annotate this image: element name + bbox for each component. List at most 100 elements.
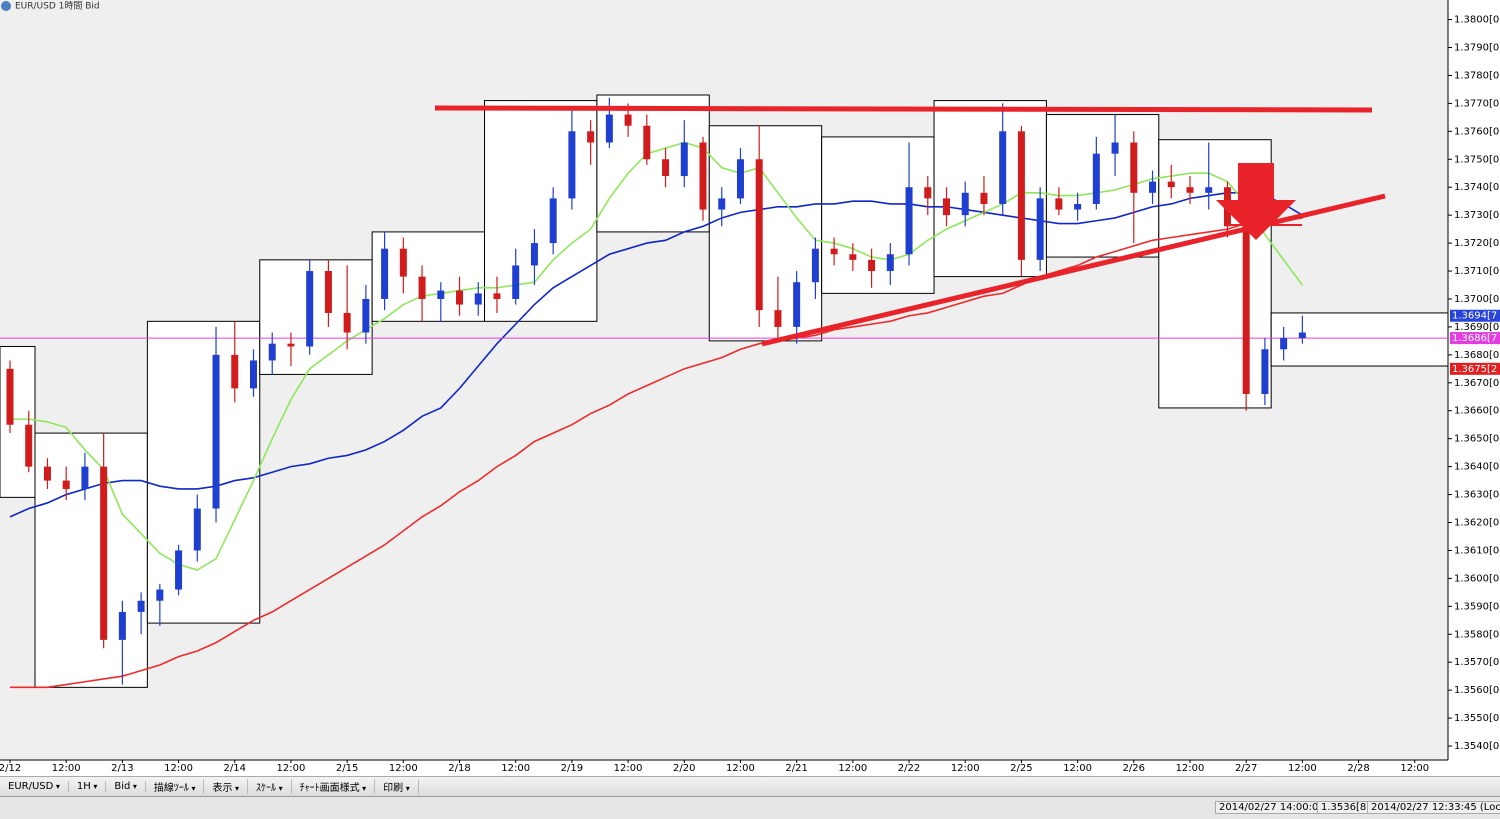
candle-body	[643, 125, 651, 160]
candle-body	[736, 159, 744, 199]
candle-body	[662, 159, 670, 177]
candle-body	[1261, 349, 1269, 394]
y-tick-label: 1.3620[0]	[1454, 518, 1500, 529]
candle-body	[924, 187, 932, 199]
annotations	[434, 105, 1386, 347]
y-tick-label: 1.3690[0]	[1454, 322, 1500, 333]
candle-body	[1280, 338, 1288, 350]
candle-body	[324, 271, 332, 313]
x-tick-label: 2/18	[448, 763, 470, 774]
candle-body	[943, 198, 950, 216]
toolbar: EUR/USD 1H Bid 描線ﾂｰﾙ 表示 ｽｹｰﾙ ﾁｬｰﾄ画面様式 印刷	[0, 776, 1500, 796]
trend-line	[761, 193, 1386, 347]
candle-body	[62, 480, 70, 489]
y-tick-label: 1.3710[0]	[1454, 266, 1500, 277]
candle-body	[849, 254, 857, 260]
candle-body	[156, 589, 164, 601]
day-box	[1270, 312, 1449, 367]
y-tick-label: 1.3740[0]	[1454, 182, 1500, 193]
x-tick-label: 2/25	[1010, 763, 1032, 774]
x-tick-label: 12:00	[1063, 763, 1092, 774]
x-tick-label: 12:00	[277, 763, 306, 774]
y-tick-label: 1.3720[0]	[1454, 238, 1500, 249]
print-menu[interactable]: 印刷	[375, 779, 419, 794]
y-tick-label: 1.3590[0]	[1454, 601, 1500, 612]
candle-body	[175, 550, 183, 590]
y-tick-label: 1.3730[0]	[1454, 210, 1500, 221]
candle-body	[362, 298, 370, 333]
candle-body	[1205, 187, 1213, 193]
drawing-tools-menu[interactable]: 描線ﾂｰﾙ	[146, 779, 205, 794]
candle-body	[137, 600, 145, 612]
moving-average	[9, 191, 1303, 518]
x-tick-label: 2/26	[1123, 763, 1145, 774]
x-axis-background	[0, 760, 1448, 776]
y-tick-label: 1.3630[0]	[1454, 490, 1500, 501]
candle-body	[81, 466, 89, 489]
window-title: EUR/USD 1時間 Bid	[15, 1, 100, 12]
price-label: 1.3675[2	[1452, 364, 1497, 375]
x-tick-label: 12:00	[838, 763, 867, 774]
axes: 1.3540[0] 1.3550[0] 1.3560[0] 1.3570[0] 1.35…	[0, 15, 1500, 774]
y-tick-label: 1.3760[0]	[1454, 126, 1500, 137]
y-tick-label: 1.3790[0]	[1454, 43, 1500, 54]
x-tick-label: 2/27	[1235, 763, 1257, 774]
candle-body	[1298, 332, 1306, 339]
candle-body	[418, 276, 426, 299]
candle-body	[1130, 142, 1138, 193]
x-tick-label: 12:00	[164, 763, 193, 774]
candle-body	[811, 248, 819, 283]
day-box	[596, 94, 710, 233]
x-tick-label: 12:00	[951, 763, 980, 774]
price-label-box	[1450, 309, 1500, 322]
y-tick-label: 1.3560[0]	[1454, 685, 1500, 696]
y-tick-label: 1.3680[0]	[1454, 350, 1500, 361]
candle-body	[381, 248, 389, 299]
x-tick-label: 12:00	[614, 763, 643, 774]
candle-body	[755, 159, 763, 311]
candle-body	[493, 293, 501, 299]
chart-style-menu[interactable]: ﾁｬｰﾄ画面様式	[292, 779, 376, 794]
y-tick-label: 1.3770[0]	[1454, 98, 1500, 109]
day-box	[34, 432, 148, 688]
candle-body	[587, 131, 595, 143]
x-tick-label: 2/12	[0, 763, 21, 774]
candle-body	[793, 282, 801, 327]
day-box	[484, 100, 598, 322]
y-tick-label: 1.3800[0]	[1454, 15, 1500, 26]
x-tick-label: 2/15	[336, 763, 358, 774]
price-type-select[interactable]: Bid	[106, 781, 146, 792]
view-menu[interactable]: 表示	[204, 779, 249, 794]
candle-body	[980, 192, 988, 204]
scale-menu[interactable]: ｽｹｰﾙ	[248, 779, 292, 794]
candle-body	[1055, 198, 1063, 210]
x-tick-label: 12:00	[726, 763, 755, 774]
status-time: 2014/02/27 14:00:00	[1215, 801, 1329, 814]
x-tick-label: 12:00	[389, 763, 418, 774]
x-tick-label: 12:00	[501, 763, 530, 774]
x-tick-label: 12:00	[1400, 763, 1429, 774]
day-boxes	[0, 94, 1449, 688]
y-tick-label: 1.3570[0]	[1454, 657, 1500, 668]
candle-body	[25, 424, 33, 467]
candle-body	[961, 192, 969, 216]
candle-body	[456, 290, 464, 305]
x-tick-label: 2/13	[111, 763, 133, 774]
candle-body	[306, 271, 314, 347]
y-tick-label: 1.3640[0]	[1454, 462, 1500, 473]
timeframe-select[interactable]: 1H	[69, 781, 107, 792]
candle-body	[1149, 181, 1157, 193]
candle-body	[1017, 131, 1025, 260]
day-box	[708, 125, 823, 342]
candle-body	[43, 466, 51, 481]
candle-body	[231, 354, 239, 389]
symbol-select[interactable]: EUR/USD	[0, 781, 69, 792]
status-local-time: 2014/02/27 12:33:45 (Local)	[1367, 801, 1500, 814]
y-tick-label: 1.3610[0]	[1454, 545, 1500, 556]
x-tick-label: 2/28	[1347, 763, 1369, 774]
candle-body	[1074, 203, 1082, 210]
x-tick-label: 2/14	[224, 763, 246, 774]
candle-body	[830, 248, 838, 255]
y-tick-label: 1.3550[0]	[1454, 713, 1500, 724]
